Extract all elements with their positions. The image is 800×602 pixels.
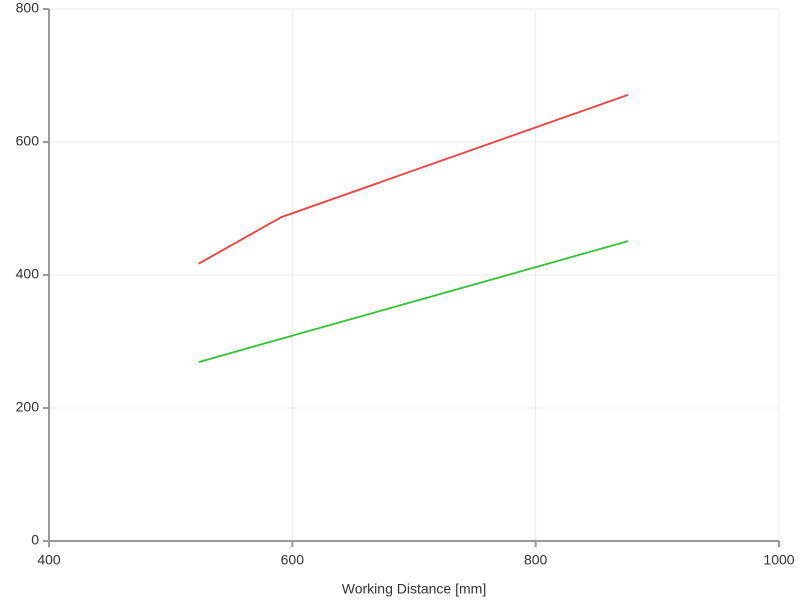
y-tick-label: 800: [16, 0, 40, 16]
x-tick-label: 400: [37, 552, 61, 568]
y-tick-label: 400: [16, 266, 40, 282]
y-tick-label: 200: [16, 399, 40, 415]
y-tick-label: 600: [16, 133, 40, 149]
data-line: [198, 240, 629, 363]
x-tick-label: 600: [281, 552, 305, 568]
y-tick-label: 0: [31, 532, 39, 548]
x-tick-label: 800: [524, 552, 548, 568]
x-axis-title: Working Distance [mm]: [342, 581, 486, 597]
x-tick-label: 1000: [763, 552, 794, 568]
data-line: [198, 93, 629, 265]
